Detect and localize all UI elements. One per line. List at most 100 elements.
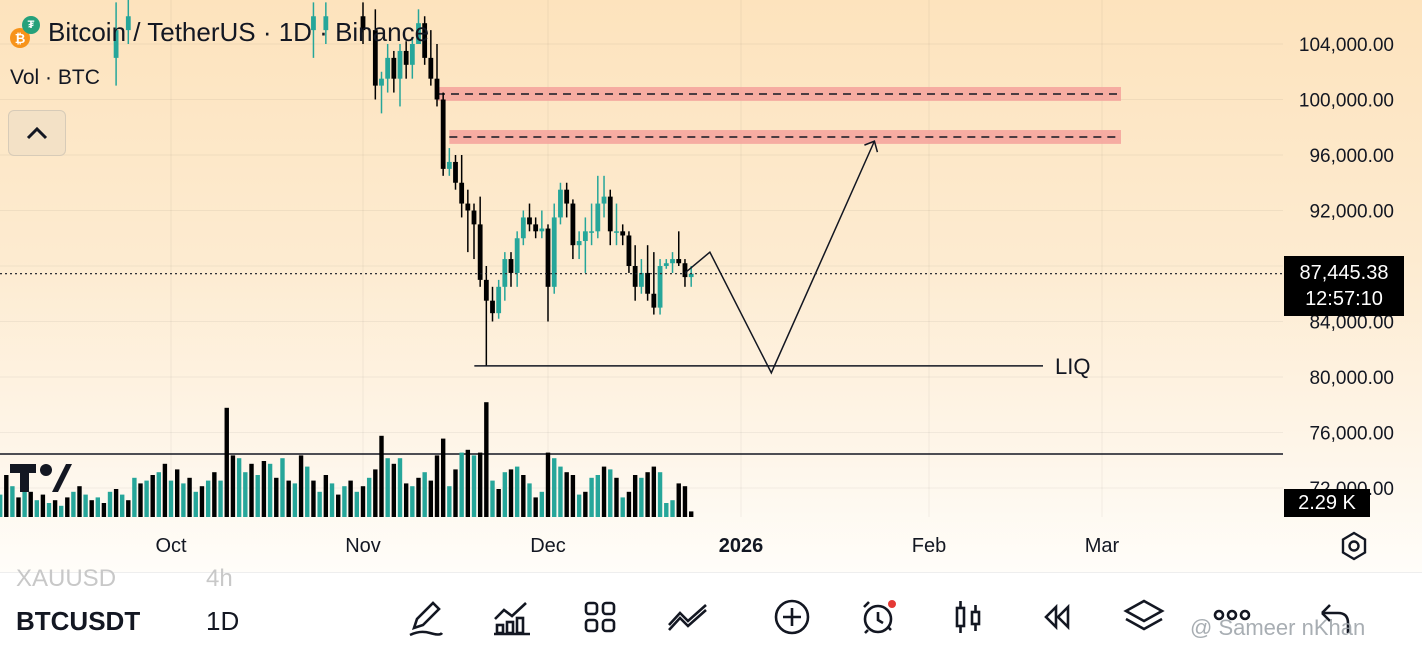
add-icon	[774, 599, 810, 635]
volume-bar	[71, 491, 76, 517]
volume-bar	[348, 480, 353, 517]
volume-bar	[40, 494, 46, 517]
undo-button[interactable]	[1314, 595, 1358, 639]
volume-bar	[261, 461, 267, 517]
volume-bar	[181, 483, 186, 517]
x-tick-label: Oct	[155, 535, 187, 557]
candle-body	[570, 203, 576, 246]
chart-settings-button[interactable]	[1339, 531, 1369, 566]
volume-bar	[305, 466, 310, 517]
volume-bar	[150, 475, 155, 517]
indicators-button[interactable]	[490, 595, 534, 639]
volume-bar	[595, 475, 601, 517]
candle-body	[403, 50, 409, 65]
volume-bar	[589, 477, 594, 517]
drawing-tools-button[interactable]	[404, 595, 448, 639]
candle-body	[113, 30, 119, 58]
volume-bar	[403, 483, 409, 517]
volume-bar	[379, 435, 384, 517]
volume-bar	[89, 500, 94, 517]
alerts-button[interactable]	[856, 595, 900, 639]
candle-body	[614, 231, 619, 233]
candle-body	[545, 228, 551, 287]
candle-body	[595, 203, 601, 232]
candle-body	[323, 16, 329, 31]
volume-bar	[645, 472, 650, 517]
candle-body	[385, 57, 391, 79]
symbol-selector[interactable]: BTCUSDT	[16, 606, 141, 636]
candle-body	[576, 241, 582, 246]
volume-bar	[120, 494, 125, 517]
volume-bar	[502, 472, 508, 517]
candle-body	[397, 50, 403, 79]
volume-bar	[28, 491, 33, 517]
alert-icon	[863, 600, 896, 634]
volume-bar	[440, 438, 446, 517]
volume-bar	[639, 477, 644, 517]
volume-bar	[22, 480, 27, 517]
volume-bar	[298, 455, 304, 517]
volume-bar	[162, 463, 168, 517]
volume-bar	[311, 480, 316, 517]
volume-bar	[16, 497, 21, 517]
candle-body	[688, 273, 694, 278]
candle-body	[311, 16, 316, 31]
compare-button[interactable]	[666, 595, 710, 639]
y-tick-label: 96,000.00	[1309, 146, 1394, 167]
volume-bar	[366, 477, 372, 517]
candle-body	[379, 78, 384, 86]
interval-selector[interactable]: 1D	[206, 606, 240, 636]
layouts-icon	[584, 601, 616, 633]
replay-button[interactable]	[1034, 595, 1078, 639]
volume-bar	[34, 500, 39, 517]
volume-value-label: 2.29 K	[1284, 489, 1370, 517]
volume-bar	[564, 472, 569, 517]
volume-bar	[471, 455, 477, 517]
volume-bar	[373, 469, 378, 517]
volume-bar	[397, 458, 403, 517]
candle-body	[372, 30, 378, 86]
candle-body	[663, 263, 669, 266]
candle-body	[360, 16, 366, 31]
volume-bar	[657, 472, 663, 517]
candle-body	[465, 203, 471, 211]
layouts-button[interactable]	[578, 595, 622, 639]
pair-icons: ₿ ₮	[10, 14, 40, 50]
volume-bar	[132, 477, 137, 517]
volume-bar	[459, 452, 464, 517]
candle-body	[125, 16, 131, 31]
volume-bar	[46, 503, 52, 517]
candle-body	[651, 293, 657, 308]
previous-interval[interactable]: 4h	[206, 565, 233, 592]
candle-body	[582, 231, 588, 242]
volume-bar	[447, 486, 452, 517]
volume-bar	[280, 458, 285, 517]
previous-symbol[interactable]: XAUUSD	[16, 565, 117, 592]
volume-bar	[539, 491, 545, 517]
collapse-legend-button[interactable]	[8, 110, 66, 156]
volume-bar	[508, 469, 514, 517]
volume-bar	[477, 452, 483, 517]
volume-bar	[101, 503, 107, 517]
candle-body	[551, 217, 557, 287]
volume-bar	[570, 475, 576, 517]
candle-body	[533, 224, 539, 232]
candle-body	[416, 23, 421, 44]
volume-bar	[168, 480, 174, 517]
volume-bar	[651, 466, 657, 517]
volume-bar	[138, 483, 143, 517]
chart-area[interactable]: 104,000.00100,000.0096,000.0092,000.0088…	[0, 0, 1422, 572]
more-button[interactable]	[1210, 595, 1254, 639]
volume-bar	[10, 486, 15, 517]
chart-type-button[interactable]	[946, 595, 990, 639]
add-button[interactable]	[770, 595, 814, 639]
volume-bar	[156, 472, 161, 517]
volume-bar	[52, 500, 58, 517]
candles-icon	[955, 601, 981, 633]
layers-button[interactable]	[1122, 595, 1166, 639]
price-chart[interactable]: 104,000.00100,000.0096,000.0092,000.0088…	[0, 0, 1422, 572]
resistance-zone	[449, 130, 1121, 144]
projection-arrowhead	[864, 140, 879, 153]
current-price-label: 87,445.38 12:57:10	[1284, 256, 1404, 316]
volume-bar	[428, 480, 434, 517]
